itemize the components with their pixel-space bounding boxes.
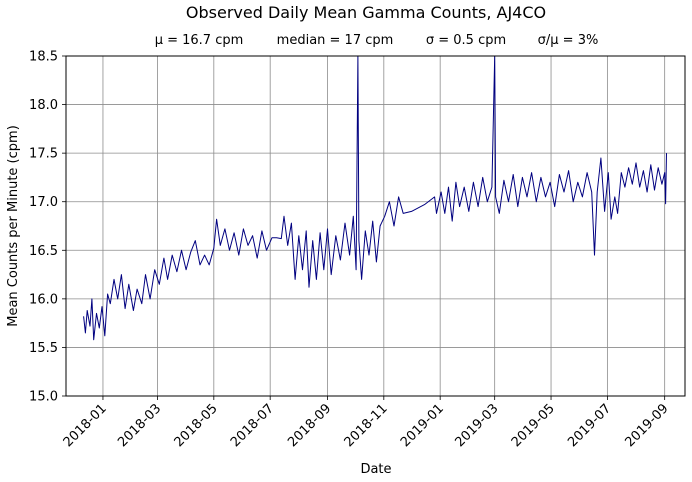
x-tick-label: 2018-05 [172, 401, 221, 450]
x-axis-label: Date [360, 462, 391, 477]
x-tick-label: 2018-01 [61, 401, 110, 450]
grid-lines [66, 55, 685, 397]
x-tick-label: 2019-01 [398, 401, 447, 450]
y-tick-label: 15.5 [29, 341, 58, 356]
subtitle-median: median = 17 cpm [277, 33, 394, 48]
x-tick-label: 2019-05 [509, 401, 558, 450]
x-tick-label: 2019-03 [452, 401, 501, 450]
series-line [83, 55, 667, 341]
y-tick-label: 18.0 [29, 98, 58, 113]
y-axis-label: Mean Counts per Minute (cpm) [6, 125, 21, 327]
y-tick-label: 17.0 [29, 195, 58, 210]
y-tick-label: 16.5 [29, 244, 58, 259]
x-tick-label: 2019-07 [565, 401, 614, 450]
plot-frame [65, 55, 686, 397]
y-axis: 15.0 15.5 16.0 16.5 17.0 17.5 18.0 18.5 [29, 50, 66, 405]
x-axis: 2018-01 2018-03 2018-05 2018-07 2018-09 2018-… [61, 396, 672, 450]
subtitle-std: σ = 0.5 cpm [426, 33, 506, 48]
y-tick-label: 17.5 [29, 147, 58, 162]
subtitle-mean: μ = 16.7 cpm [155, 33, 244, 48]
x-tick-label: 2018-07 [228, 401, 277, 450]
x-tick-label: 2018-09 [285, 401, 334, 450]
chart-title: Observed Daily Mean Gamma Counts, AJ4CO [186, 3, 546, 22]
subtitle-cv: σ/μ = 3% [538, 33, 599, 48]
y-tick-label: 16.0 [29, 292, 58, 307]
x-tick-label: 2019-09 [622, 401, 671, 450]
y-tick-label: 15.0 [29, 390, 58, 405]
x-tick-label: 2018-03 [115, 401, 164, 450]
y-tick-label: 18.5 [29, 50, 58, 65]
series-group [83, 55, 667, 341]
x-tick-label: 2018-11 [342, 401, 391, 450]
